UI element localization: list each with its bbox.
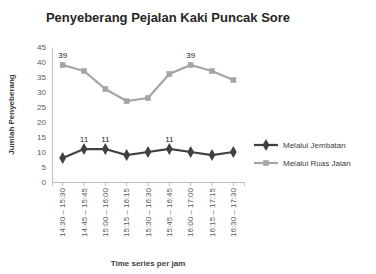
x-tick-label: 14:45 – 15:45: [80, 187, 89, 236]
y-axis-title: Jumlah Penyeberang: [7, 74, 16, 155]
x-tick: 14:45 – 15:45: [80, 182, 89, 237]
marker: [188, 62, 194, 68]
y-tick-label: 30: [37, 88, 46, 97]
y-tick: 10: [37, 148, 52, 157]
legend-marker: [263, 139, 270, 151]
legend-marker: [263, 160, 269, 166]
y-tick: 25: [37, 103, 52, 112]
marker: [81, 143, 88, 155]
x-tick: 16:30 – 17:30: [229, 182, 238, 237]
y-axis: 0 5 10 15 20 25 30 35 40 45: [37, 43, 52, 187]
x-tick: 15:15 – 16:15: [122, 182, 131, 237]
marker: [231, 77, 237, 83]
x-tick-mark: [62, 182, 63, 186]
y-tick: 15: [37, 133, 52, 142]
y-tick: 35: [37, 73, 52, 82]
x-tick-mark: [148, 182, 149, 186]
x-tick-mark: [212, 182, 213, 186]
x-tick: 15:45 – 16:45: [165, 182, 174, 237]
y-tick: 0: [42, 178, 52, 187]
y-tick: 45: [37, 43, 52, 52]
y-tick-label: 10: [37, 148, 46, 157]
y-tick: 40: [37, 58, 52, 67]
x-tick: 15:30 – 16:30: [144, 182, 153, 237]
marker: [59, 152, 66, 164]
y-axis-line: [52, 48, 53, 183]
title: Penyeberang Pejalan Kaki Puncak Sore: [46, 10, 290, 25]
x-tick-label: 15:00 – 16:00: [101, 187, 110, 236]
marker: [103, 86, 109, 92]
x-tick: 16:00 – 17:00: [186, 182, 195, 237]
x-tick-mark: [84, 182, 85, 186]
marker: [166, 143, 173, 155]
plot: 0 5 10 15 20 25 30 35 40 45 14:30 – 15:30 14:45 – 1…: [37, 43, 244, 237]
marker: [145, 95, 151, 101]
chart: Penyeberang Pejalan Kaki Puncak Sore 0 5 10…: [0, 0, 376, 274]
legend-item: Melalui Ruas Jalan: [254, 159, 351, 168]
x-tick: 15:00 – 16:00: [101, 182, 110, 237]
x-axis: 14:30 – 15:30 14:45 – 15:45 15:00 – 16:00 1…: [53, 182, 245, 237]
marker: [209, 68, 215, 74]
data-labels: 11 11 11 39 39: [58, 51, 195, 144]
marker: [167, 71, 173, 77]
y-tick-label: 5: [42, 163, 47, 172]
x-tick-mark: [126, 182, 127, 186]
x-tick-label: 16:15 – 17:15: [208, 187, 217, 236]
data-label: 39: [186, 51, 195, 60]
data-label: 11: [165, 135, 174, 144]
legend-label: Melalui Jembatan: [283, 141, 346, 150]
data-label: 11: [80, 135, 89, 144]
y-tick: 20: [37, 118, 52, 127]
x-tick-label: 15:30 – 16:30: [144, 187, 153, 236]
marker: [209, 149, 216, 161]
x-tick-mark: [169, 182, 170, 186]
marker: [124, 98, 130, 104]
marker: [230, 146, 237, 158]
y-tick-label: 35: [37, 73, 46, 82]
x-axis-line: [53, 183, 245, 187]
x-tick-label: 14:30 – 15:30: [58, 187, 67, 236]
x-axis-title: Time series per jam: [111, 259, 186, 268]
y-tick: 5: [42, 163, 52, 172]
x-tick-label: 16:00 – 17:00: [186, 187, 195, 236]
legend-label: Melalui Ruas Jalan: [283, 159, 351, 168]
x-tick-label: 16:30 – 17:30: [229, 187, 238, 236]
marks: [59, 62, 236, 164]
marker: [145, 146, 152, 158]
x-tick: 16:15 – 17:15: [208, 182, 217, 237]
data-label: 11: [101, 135, 110, 144]
x-tick: 14:30 – 15:30: [58, 182, 67, 237]
marker: [187, 146, 194, 158]
y-tick-label: 25: [37, 103, 46, 112]
x-tick-mark: [233, 182, 234, 186]
y-tick-label: 40: [37, 58, 46, 67]
marker: [102, 143, 109, 155]
y-tick-label: 45: [37, 43, 46, 52]
y-tick: 30: [37, 88, 52, 97]
marker: [81, 68, 87, 74]
x-tick-label: 15:45 – 16:45: [165, 187, 174, 236]
data-label: 39: [58, 51, 67, 60]
legend: Melalui Jembatan Melalui Ruas Jalan: [254, 139, 351, 167]
marker: [123, 149, 130, 161]
legend-item: Melalui Jembatan: [254, 139, 346, 151]
x-tick-mark: [190, 182, 191, 186]
series-line: [63, 65, 234, 101]
x-tick-mark: [105, 182, 106, 186]
y-tick-label: 0: [42, 178, 47, 187]
x-tick-label: 15:15 – 16:15: [122, 187, 131, 236]
y-tick-label: 20: [37, 118, 46, 127]
y-tick-label: 15: [37, 133, 46, 142]
marker: [60, 62, 66, 68]
